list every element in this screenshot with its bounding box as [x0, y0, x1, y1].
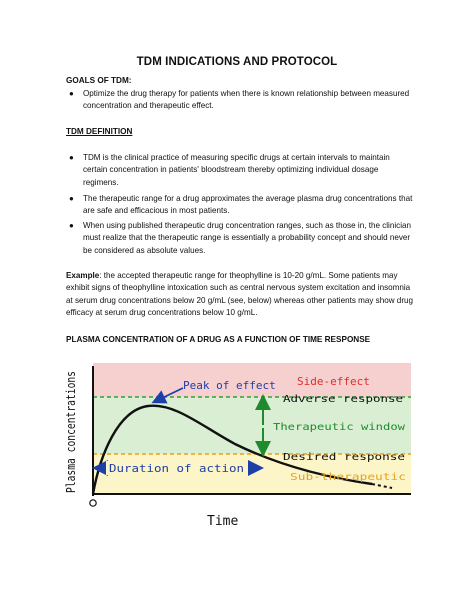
concentration-curve — [91, 404, 373, 495]
definition-bullet-2: ● The therapeutic range for a drug appro… — [69, 193, 415, 218]
bullet-icon: ● — [69, 221, 74, 230]
goals-bullet-1: ● Optimize the drug therapy for patients… — [69, 88, 415, 113]
peak-arrow — [151, 387, 184, 404]
desired-label: Desired response — [283, 452, 405, 463]
y-axis-label: Plasma concentrations — [63, 371, 78, 493]
definition-bullet-text: The therapeutic range for a drug approxi… — [83, 194, 413, 216]
definition-heading: TDM DEFINITION — [66, 127, 133, 136]
goals-heading: GOALS OF TDM: — [66, 76, 132, 85]
bullet-icon: ● — [69, 194, 74, 203]
peak-label: Peak of effect — [183, 379, 276, 392]
chart-heading: PLASMA CONCENTRATION OF A DRUG AS A FUNC… — [66, 335, 371, 344]
side-effect-zone — [93, 363, 411, 397]
example-text: : the accepted therapeutic range for the… — [66, 271, 414, 317]
goals-bullet-text: Optimize the drug therapy for patients w… — [83, 89, 410, 111]
adverse-label: Adverse response — [283, 394, 403, 405]
bullet-icon: ● — [69, 89, 74, 98]
definition-bullet-text: When using published therapeutic drug co… — [83, 221, 411, 255]
bullet-icon: ● — [69, 153, 74, 162]
example-paragraph: Example: the accepted therapeutic range … — [66, 270, 416, 319]
window-label: Therapeutic window — [273, 422, 406, 433]
sub-therapeutic-label: Sub-therapeutic — [290, 472, 406, 483]
origin-marker — [89, 499, 97, 507]
example-label: Example — [66, 271, 100, 280]
x-axis-label: Time — [207, 514, 238, 529]
definition-bullet-1: ● TDM is the clinical practice of measur… — [69, 152, 415, 189]
side-effect-label: Side-effect — [297, 375, 370, 388]
page-title: TDM INDICATIONS AND PROTOCOL — [136, 56, 338, 68]
definition-bullet-text: TDM is the clinical practice of measurin… — [83, 153, 390, 187]
duration-label-box — [106, 461, 248, 475]
duration-label: Duration of action — [109, 463, 244, 475]
origin-label: O — [90, 511, 91, 512]
definition-bullet-3: ● When using published therapeutic drug … — [69, 220, 415, 257]
